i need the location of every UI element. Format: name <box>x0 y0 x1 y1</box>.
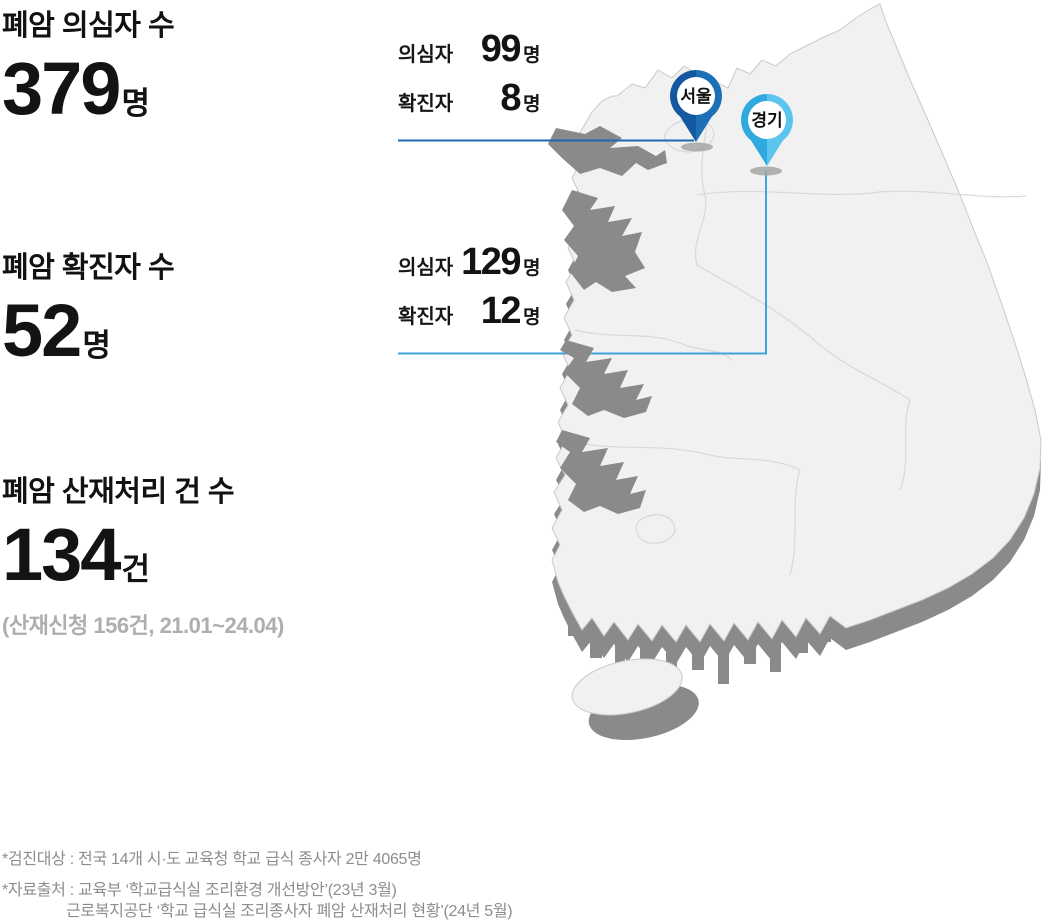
callout-number: 99 <box>480 28 522 70</box>
callout-unit: 명 <box>523 45 541 66</box>
stat-unit: 명 <box>82 328 111 363</box>
stat-value: 134건 <box>2 518 284 592</box>
callout-row: 의심자 129 명 <box>398 241 540 285</box>
stat-value: 379명 <box>2 52 174 126</box>
callout-label: 의심자 <box>398 44 454 66</box>
stat-title: 폐암 확진자 수 <box>2 252 175 284</box>
seoul-map-pin-icon: 서울 <box>670 70 722 142</box>
callout-number: 129 <box>461 241 521 283</box>
gyeonggi-pin-shadow <box>750 166 782 176</box>
stat-confirmed-total: 폐암 확진자 수 52명 <box>2 250 175 368</box>
callout-unit: 명 <box>523 258 541 279</box>
stat-unit: 건 <box>121 552 150 587</box>
callout-number: 8 <box>500 77 521 119</box>
stat-suspected-total: 폐암 의심자 수 379명 <box>2 8 175 126</box>
stat-value: 52명 <box>2 294 174 368</box>
seoul-pin-label: 서울 <box>680 87 712 106</box>
callout-unit: 명 <box>523 307 541 328</box>
callout-label: 확진자 <box>398 306 454 328</box>
callout-number: 12 <box>480 290 522 332</box>
stat-number: 52 <box>2 289 82 372</box>
callout-row: 의심자 99 명 <box>398 28 540 72</box>
footnote-screening-target: *검진대상 : 전국 14개 시·도 교육청 학교 급식 종사자 2만 4065… <box>2 851 422 868</box>
gyeonggi-callout-line <box>398 170 767 355</box>
seoul-pin-shadow <box>681 142 713 152</box>
map-land <box>551 3 1042 643</box>
footnote-source-line1: *자료출처 : 교육부 ‘학교급식실 조리환경 개선방안’(23년 3월) <box>2 882 397 899</box>
stat-title: 폐암 의심자 수 <box>2 10 175 42</box>
stat-title: 폐암 산재처리 건 수 <box>2 476 235 508</box>
stat-unit: 명 <box>121 86 150 121</box>
footnote-source-line2: 근로복지공단 ‘학교 급식실 조리종사자 폐암 산재처리 현황’(24년 5월) <box>66 903 513 920</box>
callout-row: 확진자 8 명 <box>398 77 540 121</box>
callout-unit: 명 <box>523 94 541 115</box>
map-west-islands-incheon <box>548 126 667 176</box>
stat-number: 134 <box>2 513 121 596</box>
map-west-islands-taean <box>556 190 652 514</box>
callout-row: 확진자 12 명 <box>398 290 540 334</box>
callout-label: 확진자 <box>398 93 454 115</box>
gyeonggi-map-pin-icon: 경기 <box>741 94 793 166</box>
stat-note: (산재신청 156건, 21.01~24.04) <box>2 613 284 639</box>
stat-number: 379 <box>2 47 121 130</box>
jeju-island <box>571 658 699 741</box>
gyeonggi-pin-label: 경기 <box>751 111 782 130</box>
gyeonggi-callout: 의심자 129 명 확진자 12 명 <box>398 241 540 334</box>
callout-label: 의심자 <box>398 257 454 279</box>
seoul-callout: 의심자 99 명 확진자 8 명 <box>398 28 540 121</box>
stat-compensation-cases: 폐암 산재처리 건 수 134건 (산재신청 156건, 21.01~24.04… <box>2 474 284 640</box>
